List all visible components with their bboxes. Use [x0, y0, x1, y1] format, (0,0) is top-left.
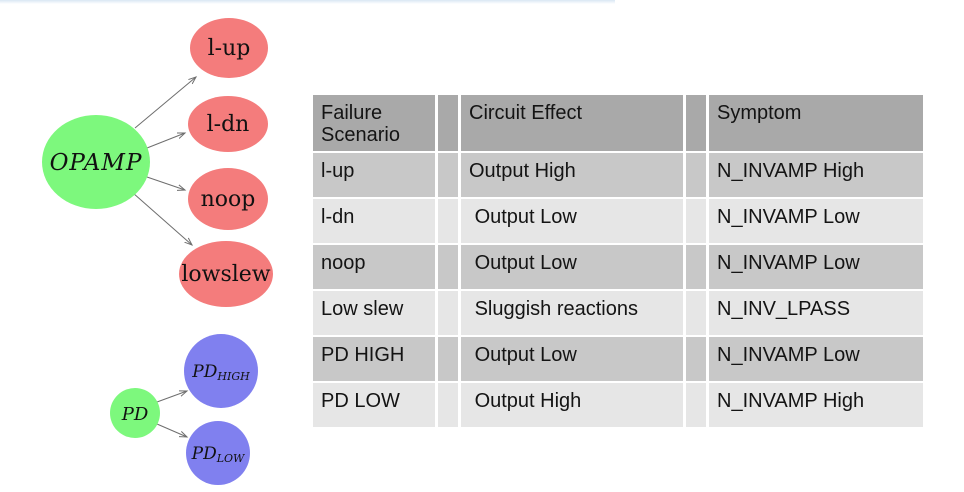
cell-effect: Sluggish reactions	[461, 291, 683, 335]
edge-opamp-ldn	[146, 133, 185, 149]
header-spacer-1	[438, 95, 458, 151]
node-lowslew-label: lowslew	[181, 262, 270, 287]
node-l-dn-label: l-dn	[207, 112, 250, 137]
spacer-cell	[686, 199, 706, 243]
node-pd: PD	[110, 388, 160, 438]
cell-scenario: PD LOW	[313, 383, 435, 427]
spacer-cell	[686, 153, 706, 197]
node-l-dn-shape	[188, 96, 268, 152]
node-opamp-shape	[42, 115, 150, 209]
cell-scenario: Low slew	[313, 291, 435, 335]
node-pd-high-shape	[184, 334, 258, 408]
spacer-cell	[686, 245, 706, 289]
cell-scenario: l-up	[313, 153, 435, 197]
cell-symptom: N_INVAMP High	[709, 153, 923, 197]
node-pd-low-label: PDLOW	[191, 444, 246, 465]
node-noop-shape	[188, 168, 268, 230]
edge-opamp-lowslew	[132, 192, 192, 245]
node-noop: noop	[188, 168, 268, 230]
node-pd-low: PDLOW	[186, 421, 250, 485]
spacer-cell	[438, 199, 458, 243]
node-l-up-label: l-up	[208, 36, 251, 61]
failure-symptom-table: Failure Scenario Circuit Effect Symptom …	[313, 95, 923, 427]
header-circuit-effect: Circuit Effect	[461, 95, 683, 151]
edge-opamp-noop	[146, 176, 185, 190]
node-pd-high: PDHIGH	[184, 334, 258, 408]
node-lowslew-shape	[179, 241, 273, 307]
node-l-up: l-up	[190, 18, 268, 78]
cell-effect: Output High	[461, 153, 683, 197]
node-l-dn: l-dn	[188, 96, 268, 152]
spacer-cell	[438, 383, 458, 427]
spacer-cell	[686, 337, 706, 381]
edge-pd-pdlow	[156, 423, 187, 437]
cell-scenario: l-dn	[313, 199, 435, 243]
spacer-cell	[686, 383, 706, 427]
node-pd-high-label: PDHIGH	[191, 362, 250, 383]
cell-symptom: N_INVAMP Low	[709, 199, 923, 243]
cell-effect: Output Low	[461, 199, 683, 243]
cell-symptom: N_INVAMP Low	[709, 245, 923, 289]
node-l-up-shape	[190, 18, 268, 78]
cell-effect: Output Low	[461, 245, 683, 289]
opamp-edges	[132, 77, 196, 245]
fault-tree-diagram: OPAMP l-up l-dn noop lowslew	[42, 18, 273, 485]
cell-scenario: PD HIGH	[313, 337, 435, 381]
spacer-cell	[438, 337, 458, 381]
edge-pd-pdhigh	[156, 391, 187, 403]
node-noop-label: noop	[201, 187, 256, 212]
cell-effect: Output High	[461, 383, 683, 427]
node-lowslew: lowslew	[179, 241, 273, 307]
top-edge-strip	[0, 0, 615, 4]
header-failure-scenario: Failure Scenario	[313, 95, 435, 151]
cell-symptom: N_INV_LPASS	[709, 291, 923, 335]
node-pd-shape	[110, 388, 160, 438]
cell-effect: Output Low	[461, 337, 683, 381]
cell-symptom: N_INVAMP High	[709, 383, 923, 427]
header-spacer-2	[686, 95, 706, 151]
header-symptom: Symptom	[709, 95, 923, 151]
edge-opamp-lup	[134, 77, 196, 129]
spacer-cell	[438, 291, 458, 335]
node-pd-low-shape	[186, 421, 250, 485]
spacer-cell	[438, 153, 458, 197]
spacer-cell	[686, 291, 706, 335]
cell-symptom: N_INVAMP Low	[709, 337, 923, 381]
node-pd-label: PD	[121, 404, 149, 425]
cell-scenario: noop	[313, 245, 435, 289]
spacer-cell	[438, 245, 458, 289]
pd-edges	[156, 391, 187, 437]
node-opamp-label: OPAMP	[50, 150, 143, 176]
node-opamp: OPAMP	[42, 115, 150, 209]
